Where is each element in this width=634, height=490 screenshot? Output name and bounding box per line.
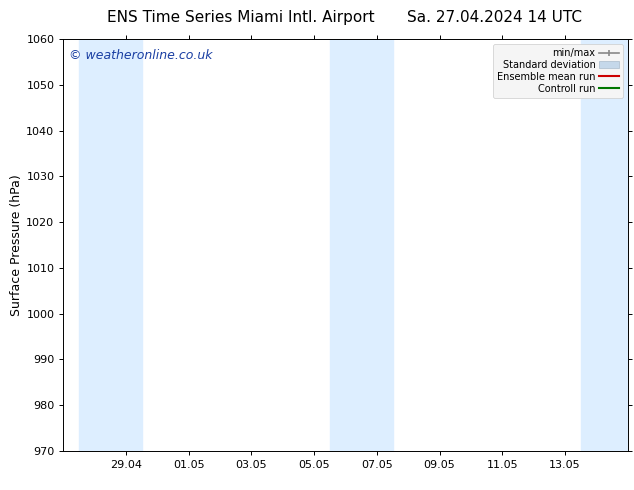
Y-axis label: Surface Pressure (hPa): Surface Pressure (hPa) (11, 174, 23, 316)
Bar (330, 39, 392, 451)
Text: © weatheronline.co.uk: © weatheronline.co.uk (69, 49, 212, 63)
Text: Sa. 27.04.2024 14 UTC: Sa. 27.04.2024 14 UTC (407, 10, 582, 25)
Bar (581, 39, 628, 451)
Text: ENS Time Series Miami Intl. Airport: ENS Time Series Miami Intl. Airport (107, 10, 375, 25)
Legend: min/max, Standard deviation, Ensemble mean run, Controll run: min/max, Standard deviation, Ensemble me… (493, 44, 623, 98)
Bar (79, 39, 142, 451)
